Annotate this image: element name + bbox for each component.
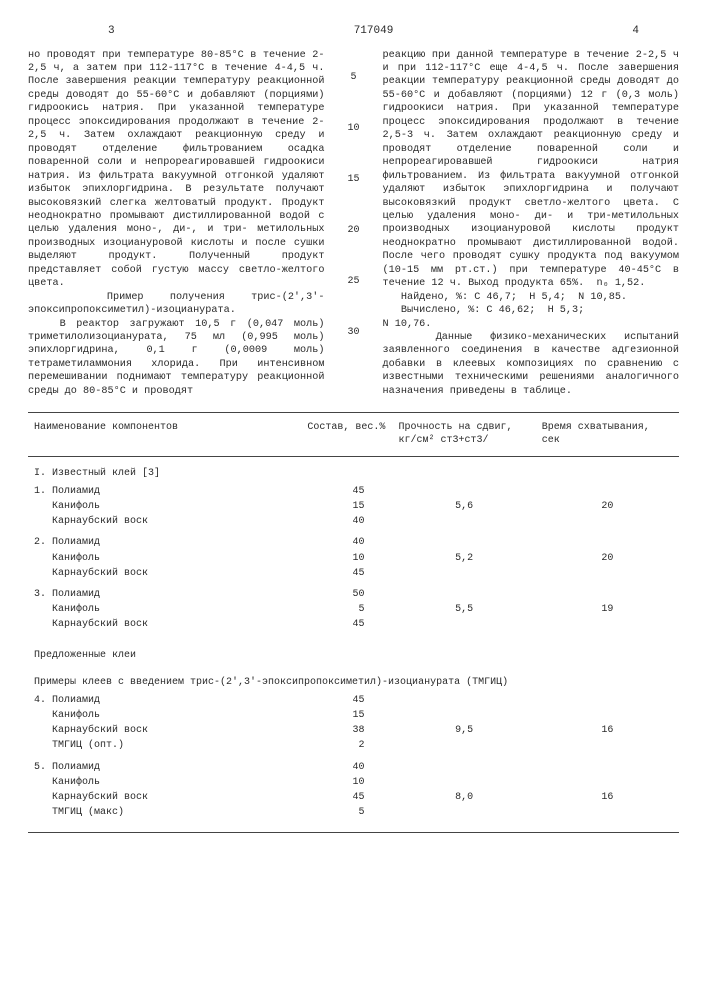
component-name: 3. Полиамид (28, 587, 301, 602)
composition-value: 15 (301, 499, 392, 514)
composition-value: 5 (301, 602, 392, 617)
time-value: 20 (536, 551, 679, 566)
composition-value: 38 (301, 723, 392, 738)
strength-value: 5,6 (393, 499, 536, 514)
strength-value: 5,2 (393, 551, 536, 566)
component-name: 2. Полиамид (28, 535, 301, 550)
component-name: Карнаубский воск (28, 790, 301, 805)
composition-value: 2 (301, 738, 392, 753)
composition-value: 15 (301, 708, 392, 723)
strength-value: 8,0 (393, 790, 536, 805)
composition-value: 40 (301, 535, 392, 550)
component-name: 5. Полиамид (28, 760, 301, 775)
composition-value: 10 (301, 775, 392, 790)
data-table-wrap: Наименование компонентов Состав, вес.% П… (28, 412, 679, 833)
component-name: Канифоль (28, 551, 301, 566)
strength-value: 9,5 (393, 723, 536, 738)
composition-value: 45 (301, 790, 392, 805)
composition-value: 45 (301, 566, 392, 581)
component-name: Канифоль (28, 708, 301, 723)
line-ref: 10 (347, 122, 359, 135)
col-header: Время схватывания, сек (536, 413, 679, 456)
composition-value: 10 (301, 551, 392, 566)
strength-value: 5,5 (393, 602, 536, 617)
page-num-left: 3 (108, 24, 115, 39)
time-value: 16 (536, 723, 679, 738)
composition-value: 40 (301, 514, 392, 529)
line-ref: 15 (347, 173, 359, 186)
line-ref: 5 (350, 71, 356, 84)
component-name: 4. Полиамид (28, 693, 301, 708)
component-name: Канифоль (28, 499, 301, 514)
section-heading: Предложенные клеи (28, 639, 679, 666)
page-header: 3 717049 4 (28, 24, 679, 39)
component-name: Карнаубский воск (28, 514, 301, 529)
data-table: Наименование компонентов Состав, вес.% П… (28, 412, 679, 826)
section-heading: Примеры клеев с введением трис-(2',3'-эп… (28, 666, 679, 693)
time-value: 20 (536, 499, 679, 514)
component-name: Карнаубский воск (28, 566, 301, 581)
column-right: реакцию при данной температуре в течение… (383, 49, 680, 399)
line-numbers: 5 10 15 20 25 30 (345, 49, 363, 399)
col-header: Наименование компонентов (28, 413, 301, 456)
component-name: 1. Полиамид (28, 484, 301, 499)
composition-value: 45 (301, 484, 392, 499)
doc-number: 717049 (354, 24, 394, 39)
composition-value: 45 (301, 617, 392, 632)
composition-value: 5 (301, 805, 392, 820)
col-header: Прочность на сдвиг, кг/см² ст3+ст3/ (393, 413, 536, 456)
column-left: но проводят при температуре 80-85°С в те… (28, 49, 325, 399)
composition-value: 45 (301, 693, 392, 708)
component-name: Канифоль (28, 775, 301, 790)
line-ref: 25 (347, 275, 359, 288)
component-name: Карнаубский воск (28, 617, 301, 632)
col-header: Состав, вес.% (301, 413, 392, 456)
line-ref: 20 (347, 224, 359, 237)
component-name: ТМГИЦ (макс) (28, 805, 301, 820)
time-value: 19 (536, 602, 679, 617)
component-name: Канифоль (28, 602, 301, 617)
section-heading: I. Известный клей [3] (28, 456, 679, 484)
time-value: 16 (536, 790, 679, 805)
composition-value: 50 (301, 587, 392, 602)
line-ref: 30 (347, 326, 359, 339)
composition-value: 40 (301, 760, 392, 775)
component-name: Карнаубский воск (28, 723, 301, 738)
component-name: ТМГИЦ (опт.) (28, 738, 301, 753)
two-column-text: но проводят при температуре 80-85°С в те… (28, 49, 679, 399)
page-num-right: 4 (632, 24, 639, 39)
